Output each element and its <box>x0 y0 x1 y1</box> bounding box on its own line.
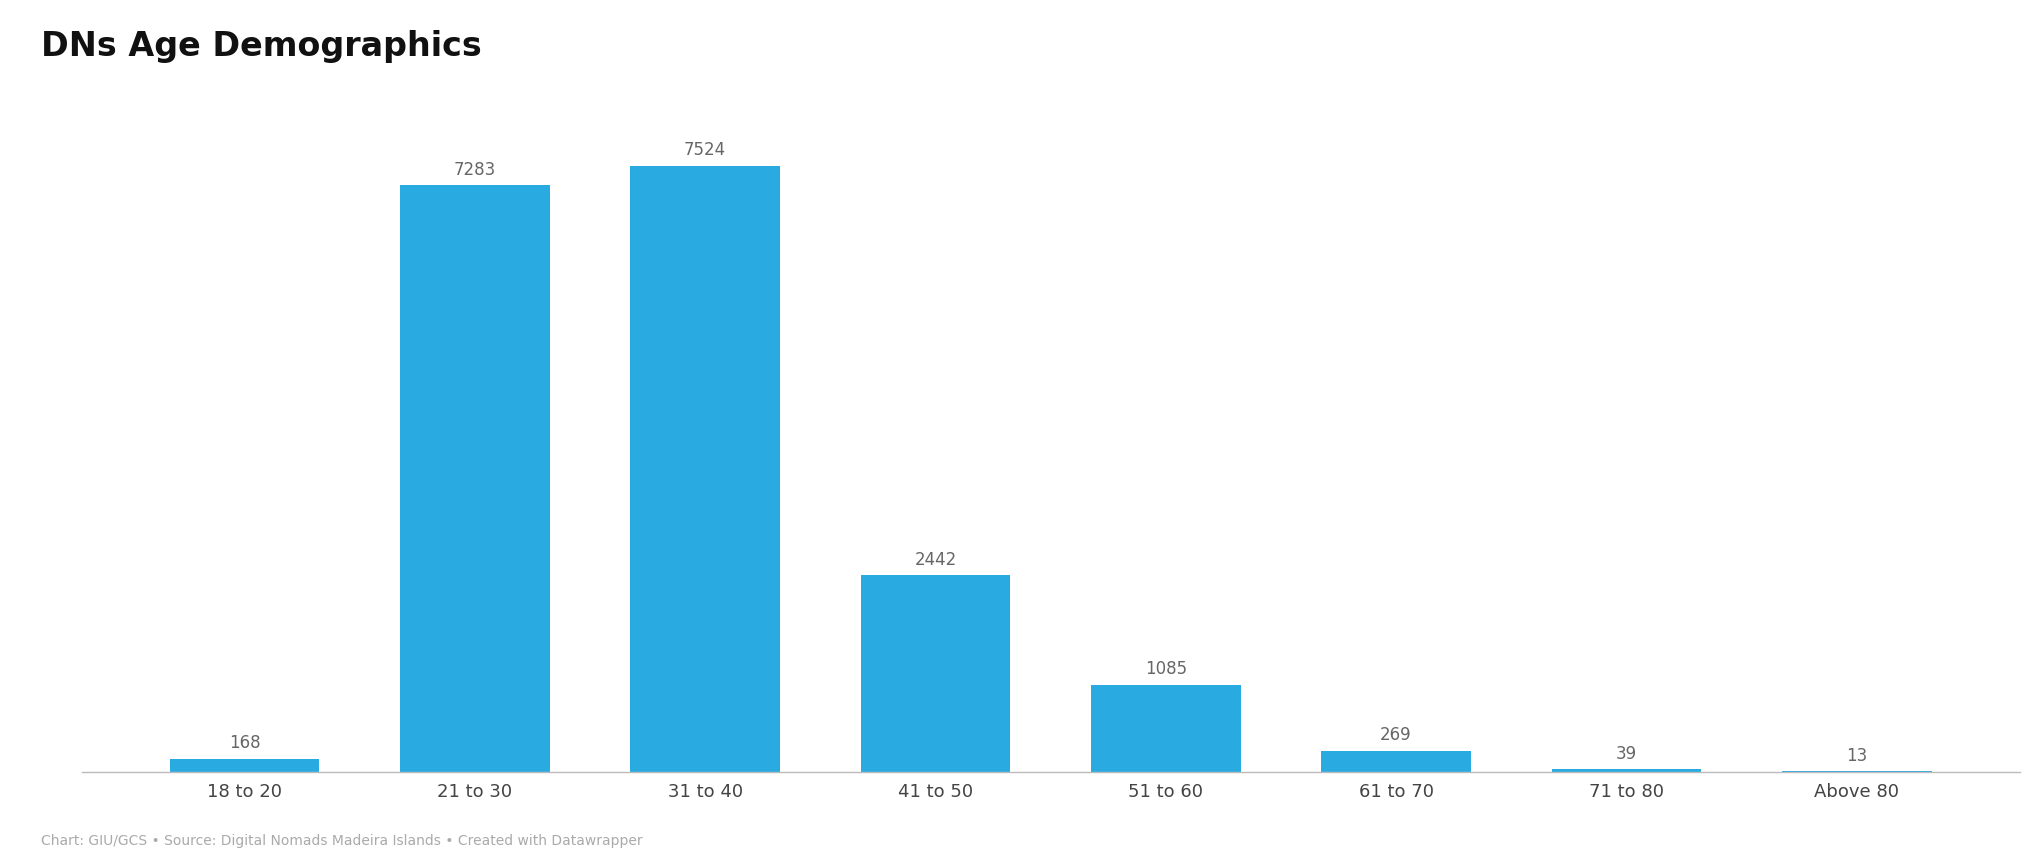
Bar <box>169 758 320 772</box>
Text: 7283: 7283 <box>453 160 495 178</box>
Text: Chart: GIU/GCS • Source: Digital Nomads Madeira Islands • Created with Datawrapp: Chart: GIU/GCS • Source: Digital Nomads … <box>41 834 642 848</box>
Bar <box>1091 685 1240 772</box>
Bar <box>400 185 548 772</box>
Text: 2442: 2442 <box>913 551 956 569</box>
Bar <box>630 166 779 772</box>
Text: 269: 269 <box>1380 726 1411 744</box>
Text: 13: 13 <box>1845 746 1866 764</box>
Text: DNs Age Demographics: DNs Age Demographics <box>41 30 481 63</box>
Text: 7524: 7524 <box>683 141 726 159</box>
Text: 39: 39 <box>1615 745 1635 763</box>
Bar <box>860 576 1009 772</box>
Text: 1085: 1085 <box>1144 661 1187 679</box>
Bar <box>1780 771 1931 772</box>
Bar <box>1552 769 1701 772</box>
Text: 168: 168 <box>228 734 261 752</box>
Bar <box>1321 751 1470 772</box>
